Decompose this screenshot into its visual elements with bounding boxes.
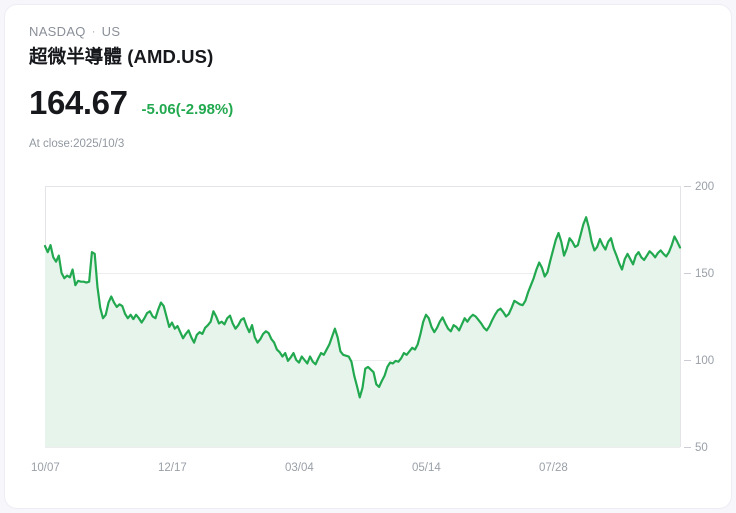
- price-row: 164.67 -5.06(-2.98%): [29, 85, 689, 121]
- price-chart-svg[interactable]: 200 150 100 50 10/07 12/17 03/04 05/14 07/28: [5, 170, 732, 490]
- x-axis-label-07-28: 07/28: [539, 462, 568, 474]
- exchange-row: NASDAQ · US: [29, 23, 689, 41]
- y-axis-label-200: 200: [695, 181, 714, 193]
- price-chart[interactable]: 200 150 100 50 10/07 12/17 03/04 05/14 07/28: [5, 170, 732, 490]
- y-axis-label-50: 50: [695, 442, 708, 454]
- chart-y-axis: 200 150 100 50: [684, 181, 714, 454]
- price-line: [43, 216, 682, 399]
- stock-quote-card: NASDAQ · US 超微半導體 (AMD.US) 164.67 -5.06(…: [4, 4, 732, 509]
- y-axis-label-100: 100: [695, 355, 714, 367]
- separator-dot: ·: [91, 26, 96, 38]
- close-timestamp: At close:2025/10/3: [29, 138, 125, 150]
- area-fill: [45, 217, 680, 447]
- chart-line: [43, 216, 682, 399]
- exchange-name: NASDAQ: [29, 24, 86, 39]
- x-axis-label-03-04: 03/04: [285, 462, 314, 474]
- region-label: US: [101, 24, 121, 39]
- chart-area-fill: [45, 217, 680, 447]
- quote-header: NASDAQ · US 超微半導體 (AMD.US) 164.67 -5.06(…: [29, 23, 689, 152]
- y-axis-label-150: 150: [695, 268, 714, 280]
- last-price: 164.67: [29, 84, 128, 121]
- page-title: 超微半導體 (AMD.US): [29, 46, 214, 67]
- price-change: -5.06(-2.98%): [141, 101, 234, 118]
- x-axis-label-05-14: 05/14: [412, 462, 441, 474]
- x-axis-label-12-17: 12/17: [158, 462, 187, 474]
- x-axis-label-10-07: 10/07: [31, 462, 60, 474]
- chart-x-axis: 10/07 12/17 03/04 05/14 07/28: [31, 462, 568, 474]
